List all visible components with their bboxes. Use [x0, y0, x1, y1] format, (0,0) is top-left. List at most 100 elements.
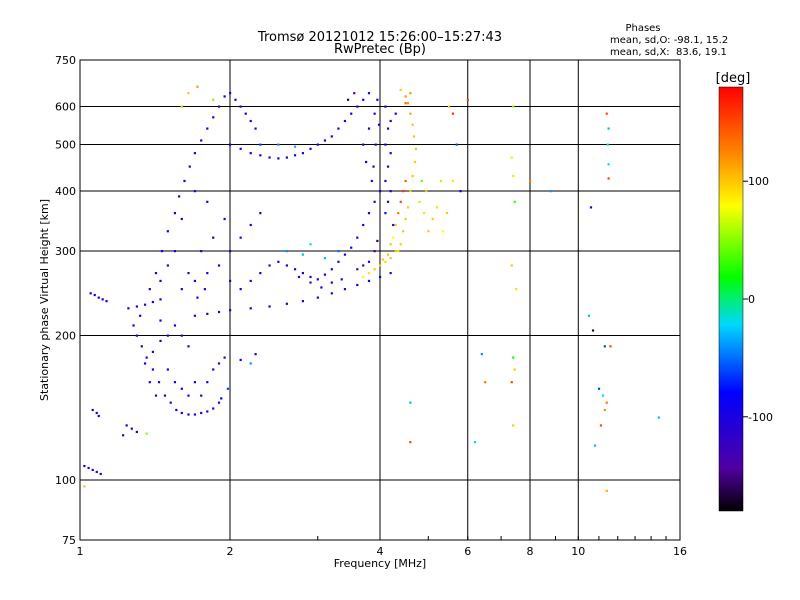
x-tick-label: 1	[77, 545, 84, 558]
data-point	[301, 253, 305, 256]
data-point	[206, 127, 209, 130]
data-point	[122, 434, 125, 437]
data-point	[159, 298, 162, 301]
data-point	[159, 319, 162, 322]
data-point	[159, 339, 162, 343]
data-point	[362, 275, 365, 279]
data-point	[316, 278, 319, 281]
data-point	[309, 281, 312, 284]
data-point	[515, 288, 518, 291]
data-point	[389, 119, 392, 123]
data-point	[226, 387, 230, 390]
data-point	[180, 288, 183, 291]
data-point	[187, 92, 190, 95]
data-point	[513, 368, 516, 371]
data-point	[350, 112, 353, 115]
data-point	[148, 288, 151, 291]
data-point	[323, 273, 327, 276]
data-point	[431, 217, 434, 221]
data-point	[343, 119, 347, 123]
data-point	[425, 190, 428, 193]
data-point	[377, 123, 381, 126]
y-tick-label: 100	[55, 474, 76, 487]
data-point	[249, 223, 252, 227]
data-point	[97, 296, 100, 299]
data-point	[384, 260, 387, 263]
data-point	[169, 401, 172, 404]
data-point	[365, 160, 368, 164]
data-point	[599, 424, 603, 427]
x-tick-label: 2	[227, 545, 234, 558]
y-tick-label: 400	[55, 185, 76, 198]
data-point	[173, 324, 177, 327]
data-point	[229, 309, 232, 312]
data-point	[180, 411, 183, 415]
data-point	[217, 264, 221, 267]
data-point	[157, 381, 161, 384]
data-point	[353, 92, 356, 95]
data-point	[187, 271, 190, 275]
data-point	[447, 105, 451, 108]
x-axis-label: Frequency [MHz]	[334, 557, 426, 570]
data-point	[343, 288, 347, 291]
data-point	[293, 268, 297, 271]
data-point	[409, 441, 412, 444]
data-point	[200, 394, 203, 397]
data-point	[404, 217, 407, 221]
data-point	[148, 381, 151, 384]
data-point	[389, 271, 392, 275]
data-point	[95, 470, 98, 474]
data-point	[386, 200, 390, 203]
data-point	[367, 271, 371, 275]
data-point	[132, 324, 135, 327]
data-point	[166, 230, 169, 233]
data-point	[402, 190, 405, 193]
data-point	[259, 212, 262, 215]
data-point	[367, 279, 371, 283]
data-point	[374, 143, 377, 146]
chart-title: Tromsø 20121012 15:26:00–15:27:43	[257, 30, 502, 45]
data-point	[330, 268, 333, 271]
chart-subtitle: RwPretec (Bp)	[334, 42, 426, 57]
data-point	[362, 143, 365, 146]
data-point	[597, 387, 601, 390]
y-tick-label: 500	[55, 139, 76, 152]
data-point	[212, 236, 215, 239]
data-point	[466, 98, 469, 101]
data-point	[145, 356, 148, 359]
data-point	[441, 230, 445, 233]
data-points	[83, 85, 660, 492]
data-point	[268, 305, 271, 308]
colorbar-tick-label: 0	[748, 293, 755, 306]
data-point	[376, 98, 379, 101]
data-point	[91, 408, 94, 412]
data-point	[367, 212, 371, 215]
data-point	[379, 275, 382, 279]
data-point	[316, 143, 319, 146]
data-point	[384, 179, 387, 183]
data-point	[87, 466, 90, 470]
data-point	[173, 212, 177, 215]
colorbar-tick-label: -100	[748, 411, 773, 424]
data-point	[130, 427, 133, 430]
data-point	[277, 157, 280, 160]
data-point	[160, 250, 164, 253]
data-point	[323, 257, 327, 260]
data-point	[177, 195, 181, 198]
data-point	[285, 264, 288, 267]
data-point	[244, 112, 247, 115]
data-point	[135, 430, 138, 434]
data-point	[188, 165, 191, 168]
data-point	[389, 243, 392, 246]
data-point	[206, 200, 209, 203]
data-point	[151, 368, 155, 371]
data-point	[367, 127, 371, 130]
data-point	[173, 250, 177, 253]
data-point	[180, 387, 183, 390]
x-tick-label: 4	[377, 545, 384, 558]
data-point	[101, 298, 104, 301]
data-point	[411, 123, 414, 126]
data-point	[259, 143, 262, 146]
data-point	[409, 401, 412, 404]
data-point	[484, 381, 487, 384]
